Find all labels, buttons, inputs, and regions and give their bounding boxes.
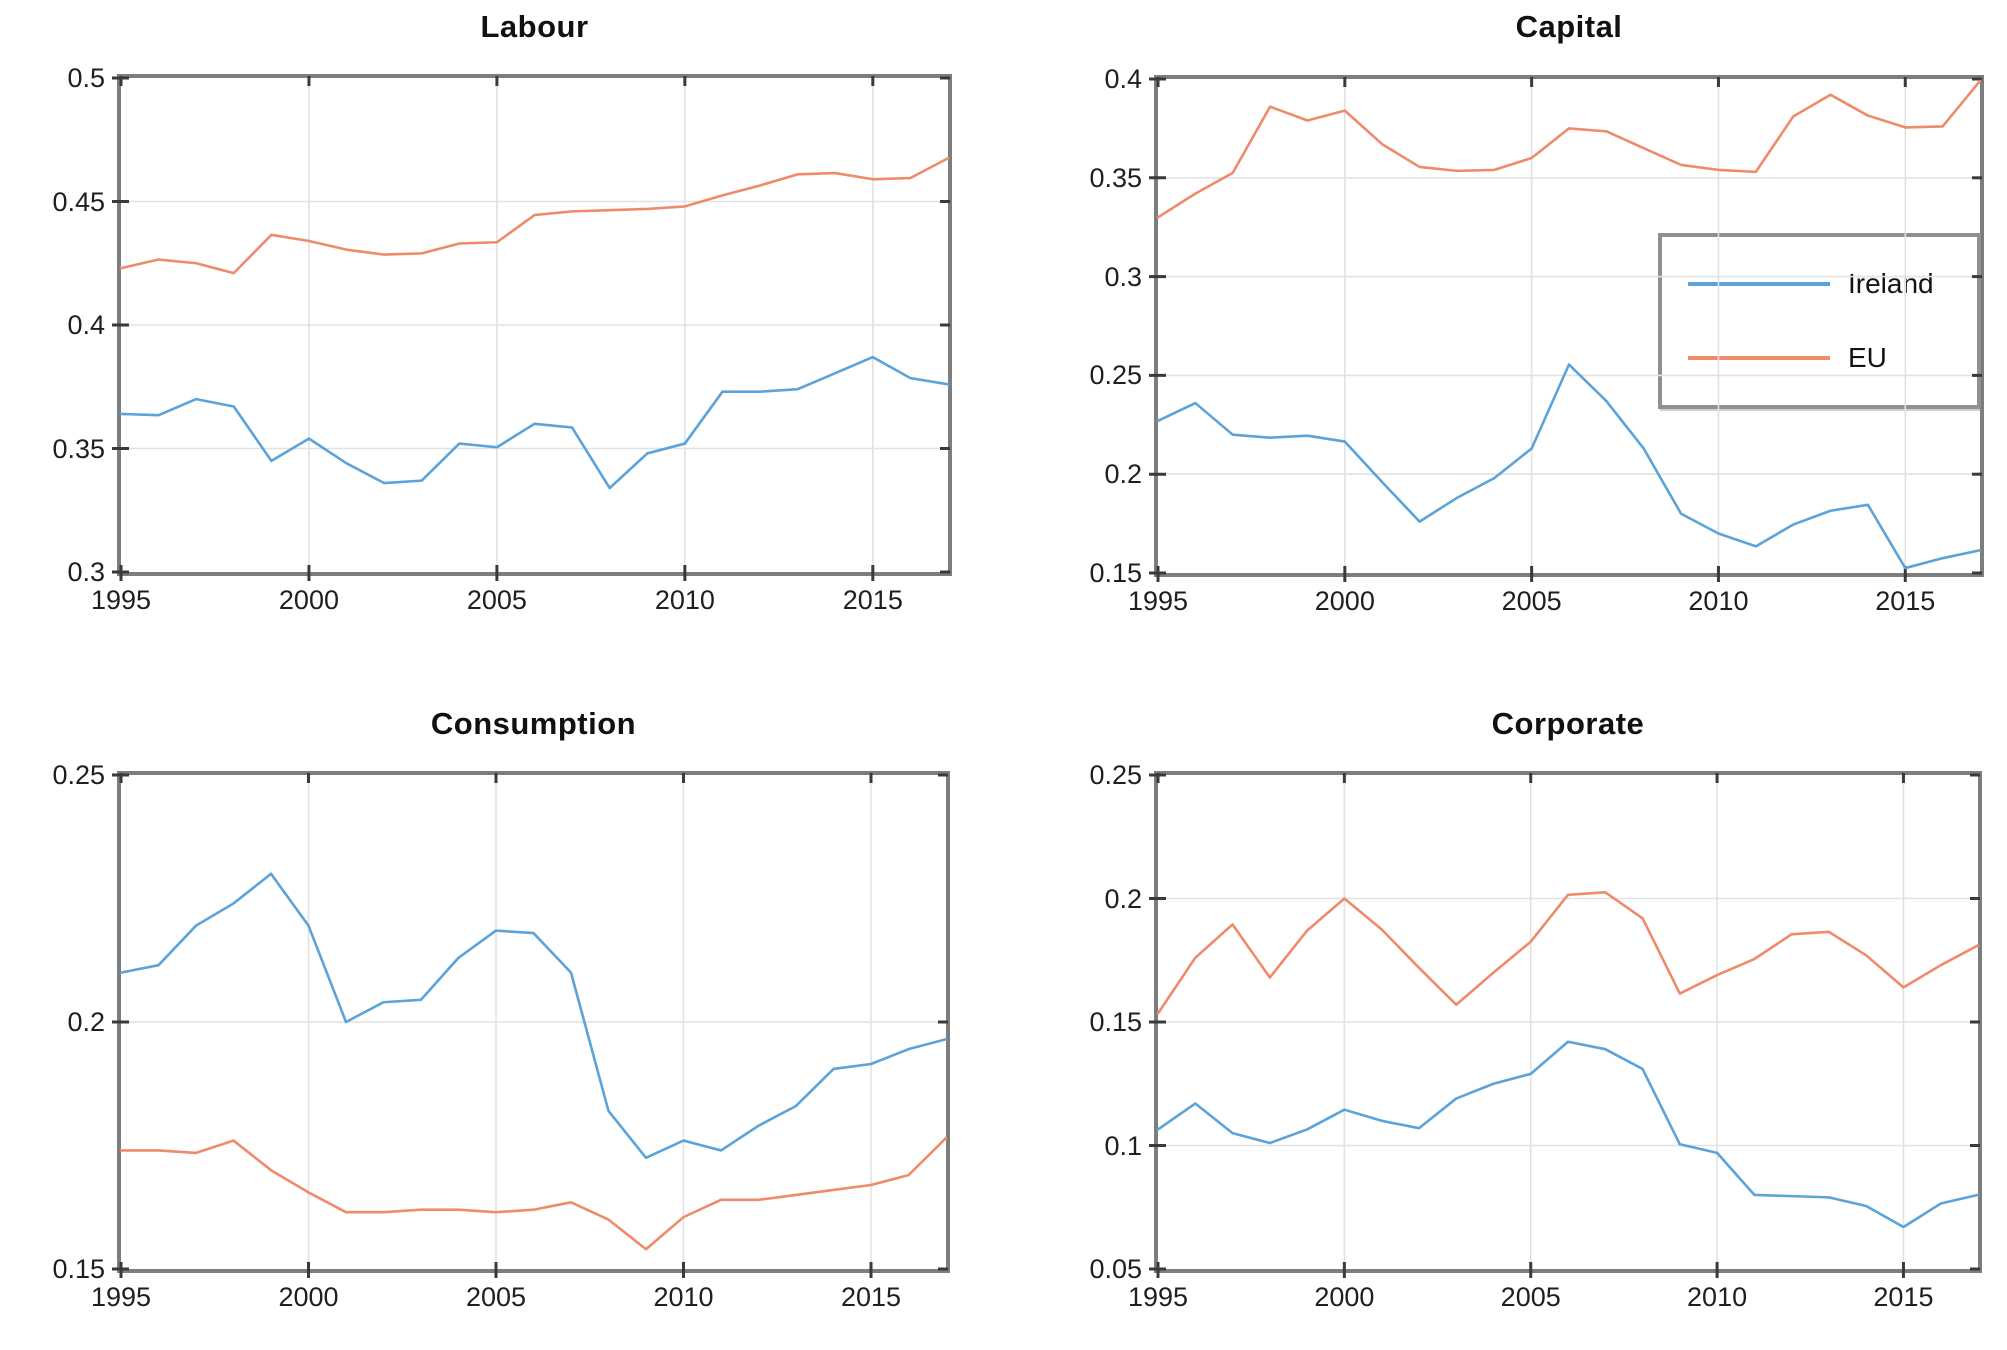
labour-plot-area: 0.3 0.35 0.4 0.45 0.5 1995 2000 2005 2010 2015 [52, 63, 952, 615]
x-tick-label: 2010 [1688, 586, 1749, 616]
y-tick-label: 0.25 [1089, 760, 1142, 790]
x-tick-label: 2010 [654, 585, 715, 615]
eu-line-swatch [1688, 356, 1830, 360]
x-tick-label: 2005 [465, 1282, 527, 1312]
y-tick-label: 0.3 [67, 557, 105, 587]
x-tick-label: 2010 [653, 1282, 714, 1312]
legend: Ireland EU [1658, 233, 1981, 409]
chart-title-consumption: Consumption [430, 706, 637, 741]
consumption-eu-line [119, 1136, 948, 1251]
capital-ireland-line [1156, 363, 1982, 570]
x-tick-label: 2005 [1500, 1282, 1561, 1312]
x-tick-label: 1995 [1127, 586, 1189, 616]
capital-plot-area: Ireland EU 0.15 0.2 0.25 0.3 0.35 0.4 1995 2000… [1089, 64, 1984, 616]
y-tick-label: 0.15 [1089, 1007, 1142, 1037]
chart-title-capital: Capital [1515, 9, 1623, 44]
x-tick-label: 1995 [90, 585, 152, 615]
x-tick-label: 2015 [1873, 1282, 1934, 1312]
labour-eu-line [119, 156, 950, 275]
corporate-plot-area: 0.05 0.1 0.15 0.2 0.25 1995 2000 2005 2010 2015 [1089, 760, 1982, 1312]
chart-title-labour: Labour [480, 9, 589, 44]
y-tick-label: 0.05 [1089, 1254, 1142, 1284]
y-tick-label: 0.2 [1104, 883, 1142, 914]
y-tick-label: 0.1 [1104, 1130, 1142, 1161]
legend-label-ireland: Ireland [1848, 268, 1934, 299]
corporate-svg [1149, 773, 1980, 1278]
y-tick-label: 0.35 [52, 433, 105, 464]
y-tick-label: 0.3 [1104, 261, 1142, 292]
consumption-svg [112, 773, 948, 1278]
legend-label-eu: EU [1848, 342, 1887, 373]
x-tick-label: 2015 [842, 585, 903, 615]
x-tick-label: 2000 [278, 1282, 339, 1312]
x-tick-label: 2000 [278, 585, 339, 615]
labour-ireland-line [119, 355, 950, 490]
x-tick-label: 2010 [1687, 1282, 1748, 1312]
capital-eu-line [1156, 79, 1982, 219]
capital-svg [1149, 77, 1982, 582]
legend-item-ireland: Ireland [1662, 268, 1977, 300]
y-tick-label: 0.35 [1089, 162, 1142, 193]
consumption-ireland-line [119, 872, 948, 1160]
consumption-plot-area: 0.15 0.2 0.25 1995 2000 2005 2010 2015 [52, 760, 950, 1312]
x-tick-label: 2005 [466, 585, 527, 615]
x-tick-label: 1995 [1127, 1282, 1189, 1312]
y-tick-label: 0.4 [67, 310, 105, 340]
x-tick-label: 2015 [840, 1282, 902, 1312]
x-tick-label: 2000 [1314, 586, 1375, 616]
y-tick-label: 0.15 [52, 1254, 105, 1284]
y-tick-label: 0.45 [52, 186, 105, 217]
x-tick-label: 2005 [1501, 586, 1562, 616]
y-tick-label: 0.2 [1104, 459, 1142, 490]
y-tick-label: 0.5 [67, 63, 105, 93]
y-tick-label: 0.25 [52, 760, 105, 790]
corporate-eu-line [1156, 891, 1980, 1015]
labour-svg [112, 76, 950, 581]
legend-item-eu: EU [1662, 342, 1977, 374]
x-tick-label: 1995 [90, 1282, 152, 1312]
x-tick-label: 2000 [1314, 1282, 1375, 1312]
y-tick-label: 0.4 [1104, 64, 1142, 94]
ireland-line-swatch [1688, 282, 1830, 286]
x-tick-label: 2015 [1875, 586, 1936, 616]
y-tick-label: 0.25 [1089, 360, 1142, 391]
y-tick-label: 0.15 [1089, 558, 1142, 588]
y-tick-label: 0.2 [67, 1007, 105, 1037]
corporate-ireland-line [1156, 1040, 1980, 1229]
chart-title-corporate: Corporate [1491, 706, 1645, 741]
